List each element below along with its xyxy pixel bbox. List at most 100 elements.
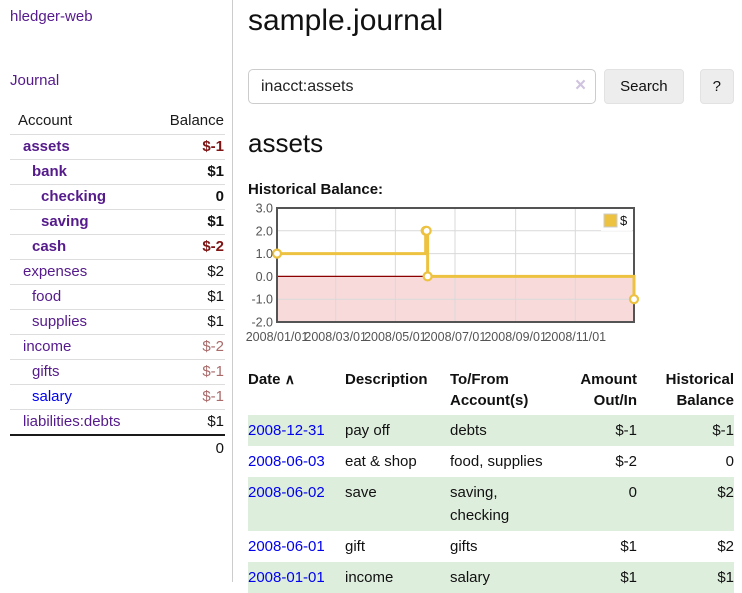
- transaction-amount: $1: [620, 538, 637, 555]
- transaction-date-link[interactable]: 2008-06-02: [248, 484, 325, 501]
- account-link-gifts[interactable]: gifts: [32, 363, 60, 380]
- transaction-row[interactable]: 2008-12-31 pay off debts $-1 $-1: [248, 415, 734, 446]
- chart-legend: $: [601, 212, 632, 231]
- transaction-amount: $-2: [615, 453, 637, 470]
- account-row: gifts $-1: [10, 359, 225, 385]
- account-row: income $-2: [10, 334, 225, 360]
- search-form: × Search ?: [248, 69, 734, 104]
- date-header-label: Date: [248, 371, 281, 388]
- account-row: supplies $1: [10, 309, 225, 335]
- transaction-description: income: [345, 562, 450, 593]
- account-balance: $-2: [146, 234, 225, 260]
- account-balance: $-1: [146, 384, 225, 410]
- y-tick-label: -2.0: [251, 316, 273, 330]
- transaction-accounts: salary: [450, 562, 562, 593]
- transaction-balance: $-1: [637, 415, 734, 446]
- account-link-assets[interactable]: assets: [23, 138, 70, 155]
- account-balance: $2: [146, 259, 225, 285]
- page-title: sample.journal: [248, 4, 444, 37]
- transaction-balance: 0: [725, 453, 734, 470]
- account-row: assets $-1: [10, 134, 225, 160]
- transaction-accounts: saving, checking: [450, 477, 562, 531]
- account-row: salary $-1: [10, 384, 225, 410]
- accounts-total-spacer: [10, 434, 147, 461]
- transaction-accounts: debts: [450, 415, 562, 446]
- help-button[interactable]: ?: [699, 69, 734, 104]
- column-header-date[interactable]: Date ∧: [248, 367, 345, 415]
- transaction-row[interactable]: 2008-01-01 income salary $1 $1: [248, 562, 734, 593]
- transactions-header-row: Date ∧ Description To/From Account(s) Am…: [248, 367, 734, 415]
- search-input[interactable]: [248, 69, 597, 104]
- sidebar: hledger-web Journal Account Balance asse…: [0, 0, 233, 582]
- search-button[interactable]: Search: [604, 69, 684, 104]
- account-row: cash $-2: [10, 234, 225, 260]
- transaction-description: pay off: [345, 415, 450, 446]
- main-content: sample.journal × Search ? assets Histori…: [246, 0, 734, 593]
- transaction-date-link[interactable]: 2008-06-03: [248, 453, 325, 470]
- app-brand-link[interactable]: hledger-web: [10, 8, 93, 25]
- account-row: food $1: [10, 284, 225, 310]
- account-link-food[interactable]: food: [32, 288, 62, 305]
- transaction-amount: 0: [562, 477, 637, 531]
- data-point-marker: [271, 248, 283, 259]
- transaction-balance: $2: [637, 477, 734, 531]
- column-header-amount: Amount Out/In: [580, 371, 637, 409]
- data-point-marker: [421, 225, 432, 236]
- account-link-supplies[interactable]: supplies: [32, 313, 88, 330]
- transaction-date-link[interactable]: 2008-06-01: [248, 538, 325, 555]
- account-link-cash[interactable]: cash: [32, 238, 67, 255]
- account-row: bank $1: [10, 159, 225, 185]
- column-header-balance: Historical Balance: [665, 371, 734, 409]
- sidebar-item-journal[interactable]: Journal: [10, 72, 60, 89]
- account-balance: $1: [146, 284, 225, 310]
- x-tick-label: 2008/07/01: [424, 330, 487, 344]
- account-link-liabilities-debts[interactable]: liabilities:debts: [23, 413, 121, 430]
- account-link-income[interactable]: income: [23, 338, 72, 355]
- y-tick-label: -1.0: [251, 293, 273, 307]
- account-row: checking 0: [10, 184, 225, 210]
- transaction-accounts: gifts: [450, 538, 478, 555]
- data-point-marker: [422, 271, 433, 282]
- account-link-saving[interactable]: saving: [41, 213, 89, 230]
- transaction-amount: $1: [562, 562, 637, 593]
- x-tick-label: 2008/01/01: [246, 330, 309, 344]
- account-link-bank[interactable]: bank: [32, 163, 68, 180]
- account-balance: $1: [146, 409, 225, 435]
- x-tick-label: 2008/11/01: [544, 330, 606, 344]
- search-input-wrap: ×: [248, 69, 597, 104]
- account-link-expenses[interactable]: expenses: [23, 263, 88, 280]
- account-balance: $1: [146, 209, 225, 235]
- y-tick-label: 3.0: [256, 202, 273, 216]
- clear-search-icon[interactable]: ×: [575, 75, 587, 96]
- accounts-header-account: Account: [18, 112, 73, 129]
- transaction-date-link[interactable]: 2008-12-31: [248, 422, 325, 439]
- chart-svg: $3.0 2.0 1.0 0.0 -1.0 -2.02008/01/012008/03/0…: [246, 202, 640, 344]
- transactions-table: Date ∧ Description To/From Account(s) Am…: [248, 367, 734, 593]
- transaction-amount: $-1: [562, 415, 637, 446]
- data-point-marker: [628, 294, 640, 305]
- account-heading: assets: [248, 128, 324, 158]
- accounts-table: Account Balance assets $-1 bank $1 checking 0…: [10, 108, 225, 461]
- accounts-total-row: 0: [10, 434, 225, 461]
- transaction-description: gift: [345, 538, 366, 555]
- transaction-row[interactable]: 2008-06-02 save saving, checking 0 $2: [248, 477, 734, 531]
- account-balance: 0: [146, 184, 225, 210]
- account-balance: $1: [146, 309, 225, 335]
- accounts-header-balance: Balance: [169, 112, 224, 129]
- transaction-balance: $1: [637, 562, 734, 593]
- y-tick-label: 2.0: [256, 224, 273, 238]
- transaction-balance: $2: [717, 538, 734, 555]
- transaction-description: save: [345, 477, 450, 531]
- transaction-date-link[interactable]: 2008-01-01: [248, 569, 325, 586]
- transaction-accounts: food, supplies: [450, 453, 543, 470]
- account-link-salary[interactable]: salary: [32, 388, 73, 405]
- account-balance: $-2: [146, 334, 225, 360]
- transaction-row[interactable]: 2008-06-03 eat & shop food, supplies $-2 0: [248, 446, 734, 477]
- transaction-row[interactable]: 2008-06-01 gift gifts $1 $2: [248, 531, 734, 562]
- account-balance: $-1: [146, 134, 225, 160]
- account-link-checking[interactable]: checking: [41, 188, 107, 205]
- y-tick-label: 1.0: [256, 247, 273, 261]
- transaction-description: eat & shop: [345, 453, 417, 470]
- account-row: saving $1: [10, 209, 225, 235]
- x-tick-label: 2008/05/01: [364, 330, 427, 344]
